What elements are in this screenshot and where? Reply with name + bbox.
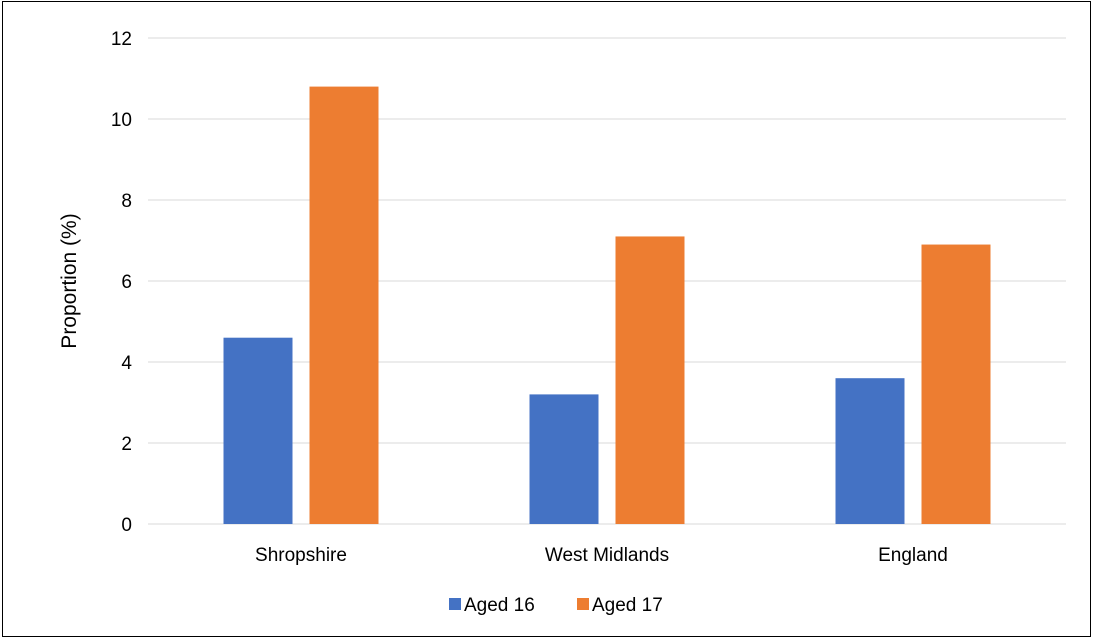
x-axis-ticks: Shropshire West Midlands England bbox=[255, 545, 948, 566]
legend-label: Aged 16 bbox=[464, 595, 535, 616]
y-axis-title: Proportion (%) bbox=[58, 213, 81, 348]
bar-aged-17-west-midlands bbox=[615, 236, 685, 524]
gridlines bbox=[148, 37, 1066, 444]
y-tick-label: 10 bbox=[111, 110, 132, 131]
bar-aged-16-england bbox=[835, 378, 905, 524]
legend-swatch bbox=[449, 598, 461, 610]
y-tick-label: 6 bbox=[121, 272, 132, 293]
x-tick-label: Shropshire bbox=[255, 545, 347, 566]
y-tick-label: 4 bbox=[121, 353, 132, 374]
y-tick-label: 12 bbox=[111, 29, 132, 50]
legend-label: Aged 17 bbox=[592, 595, 663, 616]
bars bbox=[223, 86, 991, 525]
bar-aged-16-shropshire bbox=[223, 337, 293, 524]
bar-aged-17-shropshire bbox=[309, 86, 379, 524]
y-tick-label: 0 bbox=[121, 515, 132, 536]
legend-swatch bbox=[577, 598, 589, 610]
bar-aged-17-england bbox=[921, 244, 991, 525]
bar-aged-16-west-midlands bbox=[529, 394, 599, 524]
bar-chart: 0 2 4 6 8 10 12 Shropshire West Midlands England… bbox=[58, 29, 1066, 616]
y-axis-ticks: 0 2 4 6 8 10 12 bbox=[111, 29, 133, 536]
legend: Aged 16 Aged 17 bbox=[449, 595, 663, 616]
y-tick-label: 8 bbox=[121, 191, 132, 212]
y-tick-label: 2 bbox=[121, 434, 132, 455]
x-tick-label: England bbox=[878, 545, 948, 566]
x-tick-label: West Midlands bbox=[545, 545, 669, 566]
